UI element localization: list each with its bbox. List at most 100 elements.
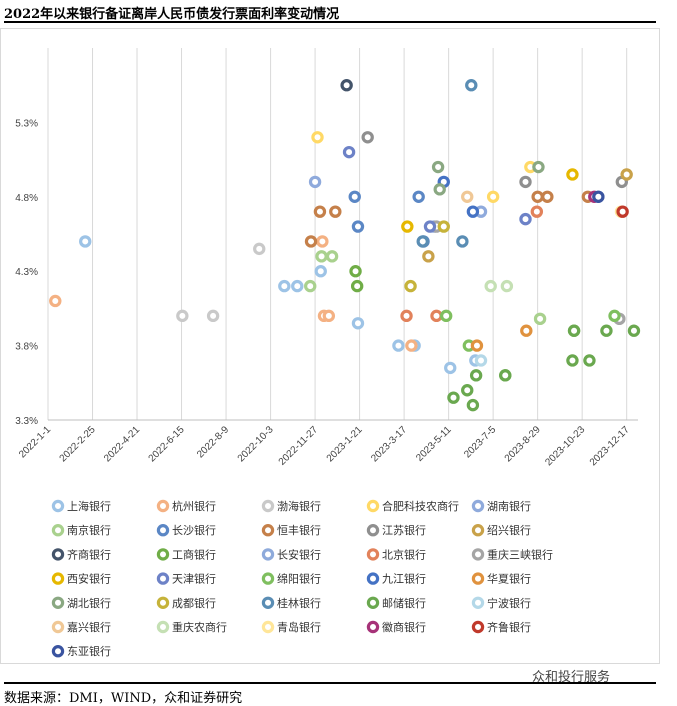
data-point — [520, 324, 533, 337]
data-point — [348, 190, 361, 203]
legend-label: 青岛银行 — [277, 620, 321, 634]
data-point — [608, 309, 621, 323]
legend-marker — [51, 645, 65, 658]
x-tick-label: 2023-5-11 — [414, 424, 454, 464]
data-point — [308, 175, 322, 189]
x-tick-label: 2022-2-25 — [58, 424, 98, 464]
data-point — [291, 279, 304, 293]
legend-marker — [51, 499, 65, 513]
data-point — [361, 131, 374, 144]
legend-marker — [366, 596, 380, 610]
data-point — [322, 309, 336, 323]
data-point — [500, 279, 514, 293]
data-point — [416, 235, 429, 248]
legend-marker — [51, 596, 65, 610]
data-point — [466, 398, 480, 412]
data-point — [444, 361, 457, 375]
legend-label: 渤海银行 — [277, 499, 321, 513]
legend-marker — [471, 572, 485, 585]
chart-title: 2022年以来银行备证离岸人民币债发行票面利率变动情况 — [4, 7, 340, 22]
data-points — [49, 78, 641, 412]
data-point — [422, 250, 435, 263]
data-point — [314, 265, 327, 278]
legend-marker — [156, 596, 170, 610]
data-point — [405, 339, 418, 352]
legend-label: 齐鲁银行 — [487, 620, 531, 634]
data-point — [519, 175, 532, 189]
data-point — [342, 145, 356, 159]
data-point — [431, 160, 445, 174]
legend-marker — [156, 548, 170, 561]
legend-label: 天津银行 — [172, 572, 216, 586]
legend-marker — [366, 548, 380, 561]
legend-marker — [156, 524, 170, 537]
y-tick-label: 4.3% — [15, 267, 38, 278]
data-point — [253, 242, 266, 256]
legend-label: 长安银行 — [277, 547, 321, 561]
legend-marker — [261, 596, 275, 610]
title-rule — [4, 21, 656, 23]
legend-label: 绵阳银行 — [277, 572, 321, 586]
legend-label: 南京银行 — [67, 523, 111, 537]
legend-marker — [51, 620, 65, 634]
x-tick-label: 2022-6-15 — [147, 424, 187, 464]
data-point — [351, 220, 365, 233]
data-point — [350, 279, 364, 293]
data-point — [392, 339, 405, 352]
data-point — [412, 190, 425, 203]
x-tick-label: 2023-12-17 — [588, 424, 632, 468]
data-point — [461, 384, 474, 397]
legend-label: 湖南银行 — [487, 499, 531, 513]
axes: 2022-1-1 2022-2-25 2022-4-21 2022-6-15 2022-… — [15, 118, 638, 468]
data-point — [566, 354, 579, 367]
data-point — [533, 312, 547, 326]
legend-marker — [156, 620, 170, 634]
data-point — [530, 205, 544, 218]
x-tick-label: 2023-1-21 — [325, 424, 365, 464]
legend-marker — [261, 548, 275, 561]
data-point — [404, 279, 417, 293]
legend-label: 北京银行 — [382, 547, 426, 561]
data-point — [470, 339, 484, 352]
data-point — [79, 235, 92, 248]
data-point — [304, 235, 318, 248]
y-tick-label: 4.8% — [15, 193, 38, 204]
x-tick-label: 2023-7-5 — [462, 424, 498, 460]
legend-marker — [261, 524, 275, 537]
legend-marker — [51, 548, 65, 561]
data-point — [486, 190, 500, 203]
legend-marker — [471, 499, 485, 513]
data-point — [304, 279, 317, 293]
y-tick-label: 3.3% — [15, 416, 38, 427]
legend-marker — [471, 524, 485, 537]
data-point — [351, 317, 365, 330]
source-rule — [4, 682, 656, 684]
legend-marker — [471, 596, 485, 610]
data-point — [313, 205, 327, 218]
grid-lines — [47, 48, 628, 420]
legend-marker — [51, 572, 65, 585]
legend-label: 上海银行 — [67, 499, 111, 513]
source-note: 数据来源：DMI，WIND，众和证券研究 — [4, 691, 243, 706]
data-point — [340, 78, 353, 92]
y-tick-label: 3.8% — [15, 342, 38, 353]
data-point — [466, 205, 480, 218]
legend-label: 宁波银行 — [487, 596, 531, 610]
data-point — [447, 391, 460, 404]
legend-label: 齐商银行 — [67, 547, 111, 561]
legend-label: 西安银行 — [67, 572, 111, 586]
data-point — [474, 354, 488, 367]
legend-label: 东亚银行 — [67, 644, 111, 658]
data-point — [592, 190, 605, 203]
data-point — [311, 131, 324, 144]
data-point — [456, 235, 469, 248]
legend-label: 成都银行 — [172, 596, 216, 610]
x-tick-label: 2022-4-21 — [102, 424, 142, 464]
legend-label: 嘉兴银行 — [67, 620, 111, 634]
data-point — [465, 78, 478, 92]
legend-marker — [366, 620, 380, 634]
legend-label: 重庆农商行 — [172, 620, 227, 634]
legend-label: 合肥科技农商行 — [382, 499, 459, 513]
legend-marker — [366, 572, 380, 585]
